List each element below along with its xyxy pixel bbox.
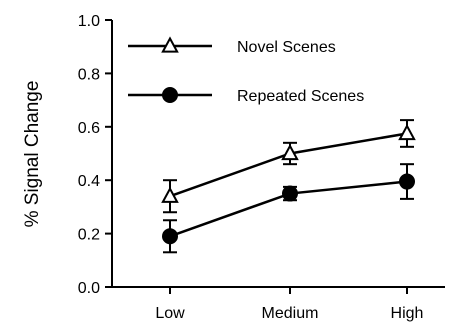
legend-marker xyxy=(162,87,178,103)
data-point xyxy=(162,228,178,245)
y-tick-label: 0.8 xyxy=(78,66,100,83)
series-layer xyxy=(161,119,416,254)
data-point xyxy=(161,186,179,203)
y-tick-label: 0.4 xyxy=(78,173,100,190)
x-tick-label: High xyxy=(391,305,424,322)
y-tick-label: 0.6 xyxy=(78,120,100,137)
legend-label: Repeated Scenes xyxy=(237,88,364,105)
x-ticks: Low Medium High xyxy=(155,287,423,322)
series-novel xyxy=(161,119,416,214)
axes xyxy=(111,20,445,288)
legend: Novel Scenes Repeated Scenes xyxy=(128,36,364,105)
y-tick-label: 0.0 xyxy=(78,280,100,297)
data-point xyxy=(399,173,415,190)
x-tick-label: Medium xyxy=(262,305,319,322)
y-axis-title: % Signal Change xyxy=(22,81,43,228)
data-point xyxy=(281,143,299,161)
data-point xyxy=(398,123,416,141)
legend-label: Novel Scenes xyxy=(237,39,336,56)
x-tick-label: Low xyxy=(155,305,185,322)
legend-marker xyxy=(161,36,179,53)
series-repeated xyxy=(162,163,415,254)
y-ticks: 0.0 0.2 0.4 0.6 0.8 1.0 xyxy=(78,13,112,297)
y-tick-label: 1.0 xyxy=(78,13,100,30)
y-tick-label: 0.2 xyxy=(78,227,100,244)
data-point xyxy=(282,185,298,202)
